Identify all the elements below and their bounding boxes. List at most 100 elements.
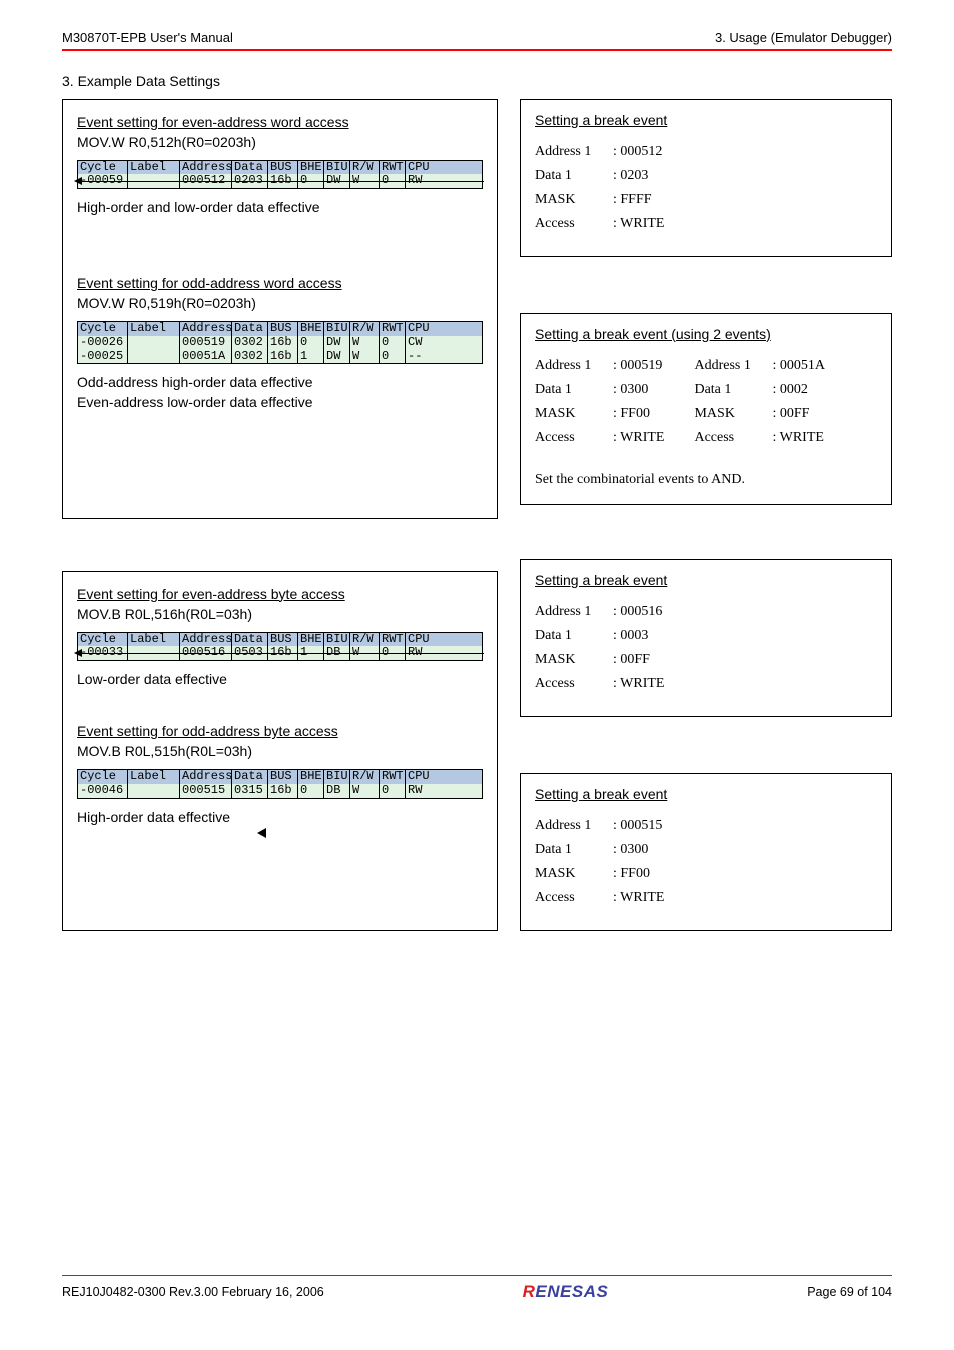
kv-val: : 0002 — [772, 382, 807, 398]
break-box-3: Setting a break event Address 1: 000516D… — [520, 559, 892, 717]
kv-row: Data 1: 0300 — [535, 382, 664, 398]
kv-row: Access: WRITE — [535, 216, 877, 232]
trace-cell: 0 — [298, 784, 324, 798]
break4-title: Setting a break event — [535, 786, 877, 802]
kv-key: Address 1 — [535, 144, 613, 160]
trace-cell — [128, 784, 180, 798]
trace-header-cell: BUS — [268, 633, 298, 647]
odd-byte-code: MOV.B R0L,515h(R0L=03h) — [77, 743, 483, 759]
trace-header-cell: Address — [180, 770, 232, 784]
trace-cell: 0 — [380, 336, 406, 350]
kv-list: Address 1: 000516Data 1: 0003MASK: 00FFA… — [535, 604, 877, 692]
kv-val: : 000512 — [613, 144, 662, 160]
trace-header-cell: R/W — [350, 161, 380, 175]
kv-row: Data 1: 0003 — [535, 628, 877, 644]
arrow-left-icon — [74, 649, 82, 657]
kv-val: : FFFF — [613, 192, 652, 208]
kv-val: : 00FF — [613, 652, 650, 668]
odd-word-note2: Even-address low-order data effective — [77, 394, 483, 410]
kv-row: Address 1: 00051A — [694, 358, 825, 374]
kv-key: Data 1 — [535, 168, 613, 184]
kv-val: : FF00 — [613, 866, 650, 882]
trace-header-cell: CPU — [406, 633, 432, 647]
break-box-2: Setting a break event (using 2 events) A… — [520, 313, 892, 505]
kv-row: Address 1: 000515 — [535, 818, 877, 834]
trace-header-cell: BUS — [268, 161, 298, 175]
kv-row: MASK: 00FF — [694, 406, 825, 422]
kv-list: Address 1: 000519Data 1: 0300MASK: FF00A… — [535, 358, 664, 454]
kv-val: : 00FF — [772, 406, 809, 422]
kv-list: Address 1: 00051AData 1: 0002MASK: 00FFA… — [694, 358, 825, 454]
trace-row: -00046000515031516b0DBW0RW — [78, 784, 482, 798]
trace-header-cell: Data — [232, 770, 268, 784]
trace-header-cell: BIU — [324, 633, 350, 647]
break1-title: Setting a break event — [535, 112, 877, 128]
trace-table-oddword: CycleLabelAddressDataBUSBHEBIUR/WRWTCPU -… — [77, 321, 483, 364]
kv-row: Data 1: 0002 — [694, 382, 825, 398]
kv-key: Address 1 — [535, 604, 613, 620]
kv-val: : WRITE — [613, 890, 664, 906]
trace-cell: 0302 — [232, 336, 268, 350]
page-header: M30870T-EPB User's Manual 3. Usage (Emul… — [62, 30, 892, 45]
trace-header-cell: RWT — [380, 770, 406, 784]
trace-header-cell: BUS — [268, 770, 298, 784]
kv-key: Data 1 — [535, 382, 613, 398]
even-byte-code: MOV.B R0L,516h(R0L=03h) — [77, 606, 483, 622]
trace-header-cell: Cycle — [78, 322, 128, 336]
trace-row: -00033000516050316b1DBW0RW — [78, 646, 482, 660]
kv-val: : 0300 — [613, 842, 648, 858]
trace-cell: 16b — [268, 336, 298, 350]
even-word-code: MOV.W R0,512h(R0=0203h) — [77, 134, 483, 150]
kv-row: MASK: FF00 — [535, 406, 664, 422]
trace-header-cell: R/W — [350, 322, 380, 336]
trace-header-cell: RWT — [380, 161, 406, 175]
kv-key: MASK — [535, 192, 613, 208]
kv-list: Address 1: 000512Data 1: 0203MASK: FFFFA… — [535, 144, 877, 232]
renesas-r: R — [523, 1282, 536, 1301]
trace-cell: -00025 — [78, 350, 128, 364]
trace-header-cell: BHE — [298, 322, 324, 336]
kv-key: MASK — [535, 866, 613, 882]
break-box-1: Setting a break event Address 1: 000512D… — [520, 99, 892, 257]
trace-row: -0002500051A030216b1DWW0-- — [78, 350, 482, 364]
trace-table-evenword: CycleLabelAddressDataBUSBHEBIUR/WRWTCPU-… — [77, 160, 483, 190]
trace-cell: -- — [406, 350, 432, 364]
kv-val: : 000519 — [613, 358, 662, 374]
even-byte-title: Event setting for even-address byte acce… — [77, 586, 483, 602]
trace-header-cell: CPU — [406, 770, 432, 784]
trace-cell: DW — [324, 350, 350, 364]
even-word-title: Event setting for even-address word acce… — [77, 114, 483, 130]
kv-key: Access — [535, 676, 613, 692]
footer-left: REJ10J0482-0300 Rev.3.00 February 16, 20… — [62, 1285, 324, 1299]
trace-row: -00059000512020316b0DWW0RW — [78, 174, 482, 188]
trace-header-cell: RWT — [380, 322, 406, 336]
kv-key: Access — [535, 216, 613, 232]
trace-header-cell: BHE — [298, 770, 324, 784]
kv-row: Address 1: 000516 — [535, 604, 877, 620]
trace-cell: 000515 — [180, 784, 232, 798]
trace-header-cell: Data — [232, 161, 268, 175]
break2-note: Set the combinatorial events to AND. — [535, 472, 877, 488]
kv-val: : WRITE — [613, 216, 664, 232]
kv-val: : 0003 — [613, 628, 648, 644]
trace-cell: 000519 — [180, 336, 232, 350]
kv-key: Address 1 — [535, 358, 613, 374]
kv-val: : WRITE — [772, 430, 823, 446]
trace-cell: 0 — [380, 784, 406, 798]
trace-header-cell: Label — [128, 161, 180, 175]
kv-row: MASK: FF00 — [535, 866, 877, 882]
kv-val: : WRITE — [613, 676, 664, 692]
trace-header-cell: R/W — [350, 770, 380, 784]
kv-key: Data 1 — [694, 382, 772, 398]
trace-table-evenbyte: CycleLabelAddressDataBUSBHEBIUR/WRWTCPU-… — [77, 632, 483, 662]
trace-header: CycleLabelAddressDataBUSBHEBIUR/WRWTCPU — [78, 322, 482, 336]
kv-key: Address 1 — [535, 818, 613, 834]
trace-header-cell: BIU — [324, 770, 350, 784]
trace-header: CycleLabelAddressDataBUSBHEBIUR/WRWTCPU — [78, 770, 482, 784]
trace-cell: RW — [406, 784, 432, 798]
trace-cell: 1 — [298, 350, 324, 364]
kv-val: : 0203 — [613, 168, 648, 184]
trace-header-cell: Address — [180, 161, 232, 175]
kv-val: : 0300 — [613, 382, 648, 398]
trace-cell — [128, 350, 180, 364]
